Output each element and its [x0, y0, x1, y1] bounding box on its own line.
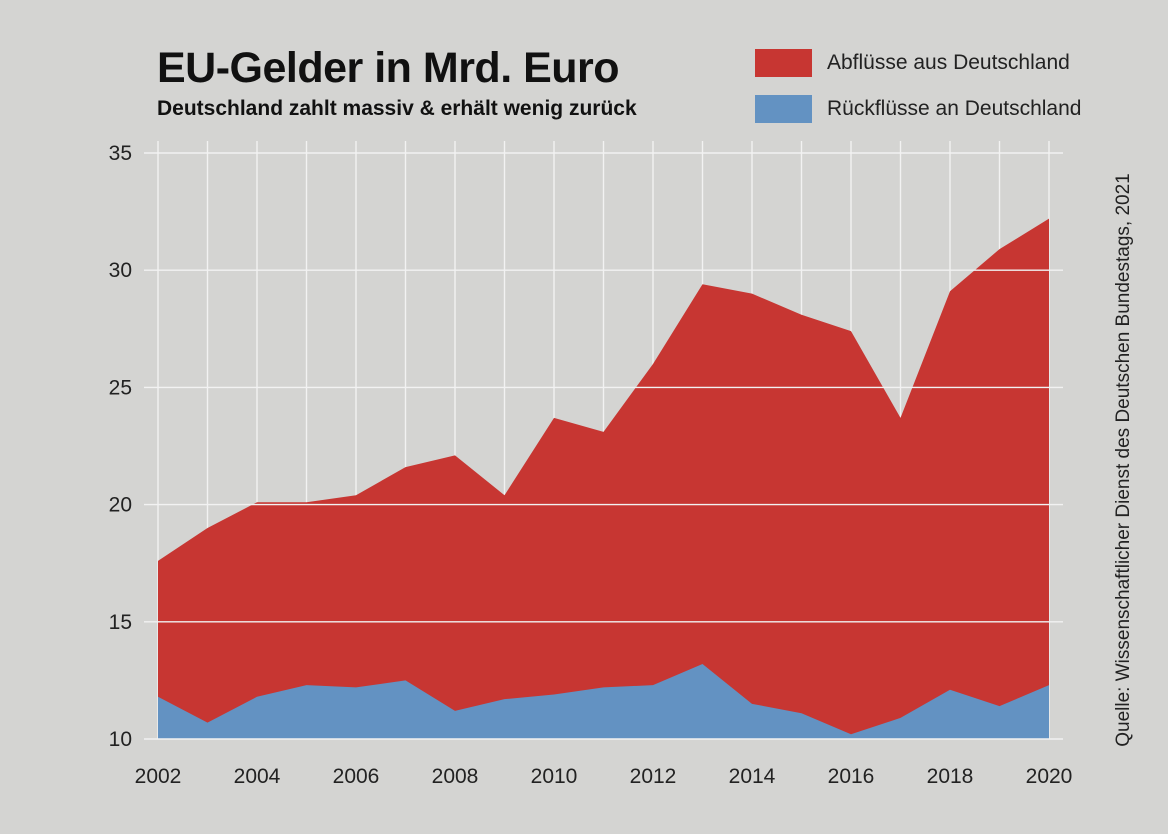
x-tick-label-2004: 2004 [234, 765, 281, 788]
chart-title: EU-Gelder in Mrd. Euro [157, 44, 620, 92]
legend: Abflüsse aus Deutschland Rückflüsse an D… [755, 48, 1081, 140]
x-tick-label-2018: 2018 [927, 765, 974, 788]
chart-subtitle: Deutschland zahlt massiv & erhält wenig … [157, 97, 637, 120]
chart-areas [158, 218, 1049, 739]
inflow-area [158, 663, 1049, 739]
legend-label-outflow: Abflüsse aus Deutschland [827, 51, 1070, 74]
legend-swatch-outflow [755, 49, 812, 77]
y-axis-ticks: 10 15 20 25 30 35 [109, 142, 132, 751]
x-tick-label-2016: 2016 [828, 765, 875, 788]
horizontal-gridlines [144, 152, 1063, 740]
x-tick-label-2006: 2006 [333, 765, 380, 788]
x-tick-label-2008: 2008 [432, 765, 479, 788]
legend-item-inflow: Rückflüsse an Deutschland [755, 94, 1081, 124]
y-tick-label-35: 35 [109, 142, 132, 165]
y-tick-label-15: 15 [109, 611, 132, 634]
y-tick-label-30: 30 [109, 259, 132, 282]
y-tick-label-10: 10 [109, 728, 132, 751]
y-tick-label-20: 20 [109, 494, 132, 517]
x-tick-label-2012: 2012 [630, 765, 677, 788]
x-tick-label-2002: 2002 [135, 765, 182, 788]
legend-label-inflow: Rückflüsse an Deutschland [827, 97, 1082, 120]
legend-swatch-inflow [755, 95, 812, 123]
legend-item-outflow: Abflüsse aus Deutschland [755, 48, 1081, 78]
x-tick-label-2020: 2020 [1026, 765, 1073, 788]
x-tick-label-2010: 2010 [531, 765, 578, 788]
y-tick-label-25: 25 [109, 376, 132, 399]
outflow-area [158, 218, 1049, 739]
x-tick-label-2014: 2014 [729, 765, 776, 788]
x-axis-ticks: 2002 2004 2006 2008 2010 2012 2014 2016 2018 2020 [135, 765, 1073, 788]
